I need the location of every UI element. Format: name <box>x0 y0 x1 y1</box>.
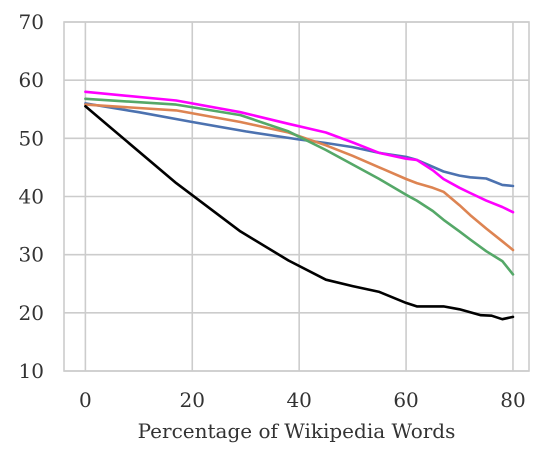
x-tick-label: 40 <box>286 388 311 412</box>
y-tick-label: 30 <box>19 243 44 267</box>
x-tick-label: 80 <box>500 388 525 412</box>
y-tick-label: 60 <box>19 68 44 92</box>
y-tick-label: 70 <box>19 10 44 34</box>
series-line-3 <box>84 97 515 276</box>
grid-lines <box>64 21 529 372</box>
y-tick-label: 40 <box>19 185 44 209</box>
x-tick-labels: 0 20 40 60 80 <box>79 388 526 412</box>
y-tick-label: 50 <box>19 126 44 150</box>
y-tick-label: 10 <box>19 359 44 383</box>
y-tick-label: 20 <box>19 301 44 325</box>
series-line-4 <box>84 90 515 214</box>
y-tick-labels: 10 20 30 40 50 60 70 <box>19 10 44 383</box>
series-line-1 <box>84 102 515 188</box>
x-tick-label: 60 <box>393 388 418 412</box>
x-tick-label: 0 <box>79 388 92 412</box>
series-lines <box>84 90 515 321</box>
x-tick-label: 20 <box>180 388 205 412</box>
plot-frame <box>63 21 530 372</box>
x-axis-label: Percentage of Wikipedia Words <box>138 419 456 443</box>
series-line-5 <box>84 105 515 321</box>
series-line-2 <box>84 103 515 252</box>
